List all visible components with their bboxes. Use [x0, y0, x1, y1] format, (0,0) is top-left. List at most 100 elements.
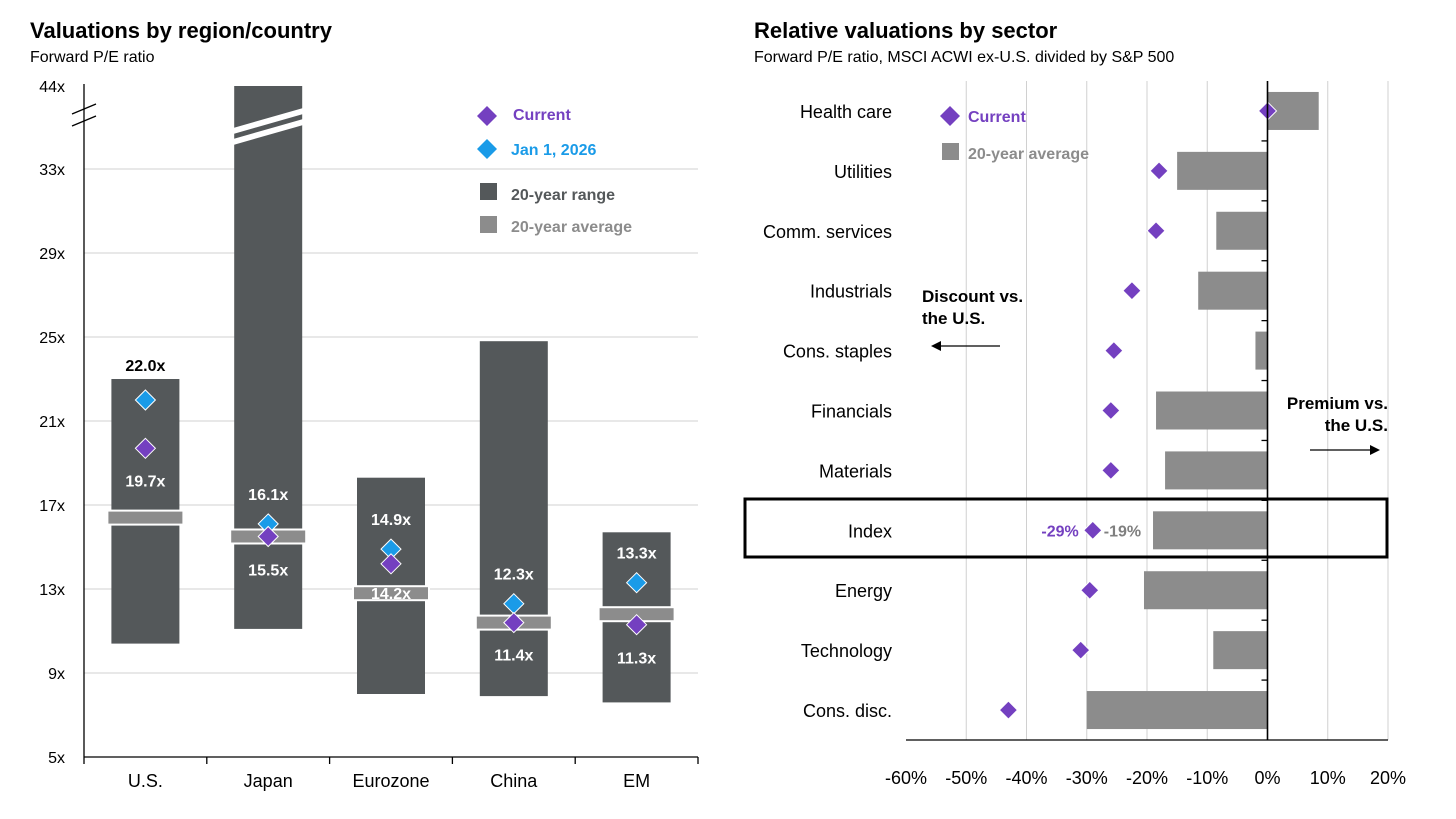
left-y-tick-label: 21x: [39, 414, 65, 431]
current-value-label: 11.4x: [494, 648, 533, 665]
left-point-markers: [134, 389, 648, 636]
jan-value-label: 14.9x: [371, 512, 411, 529]
sector-average-bar: [1177, 151, 1268, 190]
sector-category-label: Comm. services: [763, 222, 892, 242]
index-average-label: -19%: [1104, 523, 1141, 540]
left-category-label: China: [490, 771, 538, 791]
legend-average-swatch: [480, 216, 497, 233]
right-current-markers: [998, 101, 1278, 720]
sector-current-diamond: [1122, 280, 1142, 301]
right-category-labels: Health care Utilities Comm. services Indust…: [763, 102, 892, 721]
current-diamond: [134, 437, 157, 460]
sector-current-diamond: [1080, 580, 1100, 600]
sector-average-bar: [1213, 631, 1268, 670]
sector-category-label: Index: [848, 521, 892, 541]
current-value-label: 19.7x: [125, 473, 165, 490]
legend-average-label: 20-year average: [511, 219, 632, 236]
left-y-tick-label: 17x: [39, 498, 65, 515]
legend-jan-label: Jan 1, 2026: [511, 142, 597, 159]
legend-range-label: 20-year range: [511, 187, 615, 204]
left-range-bars: [111, 86, 671, 703]
jan-value-label: 13.3x: [617, 546, 657, 563]
sector-current-diamond: [1101, 400, 1121, 421]
left-category-label: Japan: [244, 771, 293, 791]
right-x-tick-label: -30%: [1066, 768, 1108, 788]
right-legend: Current 20-year average: [940, 106, 1089, 163]
jan-value-label: 22.0x: [125, 358, 165, 375]
premium-label-line2: the U.S.: [1325, 416, 1388, 435]
sector-average-bar: [1086, 691, 1268, 730]
right-x-tick-label: -60%: [885, 768, 927, 788]
right-x-tick-label: -20%: [1126, 768, 1168, 788]
sector-category-label: Materials: [819, 461, 892, 481]
premium-annotation: Premium vs. the U.S.: [1287, 394, 1388, 455]
legend-current-label: Current: [513, 107, 571, 124]
current-diamond: [503, 611, 525, 634]
left-category-label: EM: [623, 771, 650, 791]
sector-category-label: Health care: [800, 102, 892, 122]
jan-2026-diamond: [625, 571, 648, 594]
discount-label-line1: Discount vs.: [922, 287, 1023, 306]
sector-current-diamond: [1101, 460, 1121, 481]
legend-average-swatch: [942, 143, 959, 160]
current-diamond: [380, 553, 402, 575]
index-highlight-box: [743, 497, 1389, 559]
left-y-tick-label: 5x: [48, 750, 65, 767]
sector-category-label: Financials: [811, 402, 892, 422]
sector-average-bar: [1153, 511, 1268, 550]
sector-average-bar: [1165, 451, 1268, 490]
left-x-axis: [71, 84, 699, 764]
legend-current-diamond: [477, 106, 497, 126]
premium-label-line1: Premium vs.: [1287, 394, 1388, 413]
left-y-tick-label: 33x: [39, 162, 65, 179]
sector-average-bar: [1143, 571, 1268, 610]
left-y-tick-label: 25x: [39, 330, 65, 347]
sector-category-label: Industrials: [810, 282, 892, 302]
left-y-tick-label: 9x: [48, 666, 65, 683]
sector-category-label: Technology: [801, 641, 892, 661]
right-x-axis-ticks: -60% -50% -40% -30% -20% -10% 0% 10% 20%: [885, 768, 1406, 788]
current-value-label: 11.3x: [617, 651, 656, 668]
discount-arrow-head: [931, 341, 941, 351]
right-x-tick-label: -10%: [1186, 768, 1228, 788]
current-diamond: [625, 613, 648, 636]
legend-current-diamond: [940, 106, 960, 126]
sector-current-diamond: [1071, 640, 1091, 660]
range-bar-break-stripe: [233, 108, 304, 134]
left-axis-break-mark: [71, 103, 97, 115]
sector-average-bar: [1198, 271, 1268, 310]
index-current-label: -29%: [1041, 523, 1078, 540]
right-x-tick-label: -40%: [1005, 768, 1047, 788]
sector-valuation-chart: Relative valuations by sector Forward P/…: [743, 18, 1406, 788]
right-chart-subtitle: Forward P/E ratio, MSCI ACWI ex-U.S. div…: [754, 49, 1174, 66]
range-bar-break-stripe: [233, 119, 304, 145]
legend-current-label: Current: [968, 109, 1026, 126]
sector-category-label: Cons. disc.: [803, 701, 892, 721]
right-x-tick-label: 0%: [1254, 768, 1280, 788]
range-bar-japan: [234, 86, 303, 629]
left-category-label: U.S.: [128, 771, 163, 791]
average-marker: [352, 585, 430, 602]
sector-current-diamond: [998, 700, 1019, 720]
legend-average-label: 20-year average: [968, 146, 1089, 163]
right-x-tick-label: -50%: [945, 768, 987, 788]
right-average-bars: [1086, 91, 1319, 730]
left-axis-break-mark: [71, 115, 97, 127]
current-value-label: 15.5x: [248, 563, 288, 580]
current-value-label: 14.2x: [371, 586, 411, 603]
sector-current-diamond: [1083, 520, 1103, 541]
region-valuation-chart: Valuations by region/country Forward P/E…: [30, 18, 699, 791]
right-chart-title: Relative valuations by sector: [754, 18, 1058, 43]
jan-2026-diamond: [134, 389, 157, 411]
sector-category-label: Energy: [835, 581, 892, 601]
left-category-labels: U.S. Japan Eurozone China EM: [128, 771, 650, 791]
sector-average-bar: [1156, 391, 1268, 430]
discount-label-line2: the U.S.: [922, 309, 985, 328]
left-chart-subtitle: Forward P/E ratio: [30, 49, 155, 66]
jan-value-label: 16.1x: [248, 487, 288, 504]
legend-range-swatch: [480, 183, 497, 200]
current-diamond: [257, 525, 279, 548]
sector-current-diamond: [1146, 221, 1166, 241]
left-y-tick-label: 13x: [39, 582, 65, 599]
